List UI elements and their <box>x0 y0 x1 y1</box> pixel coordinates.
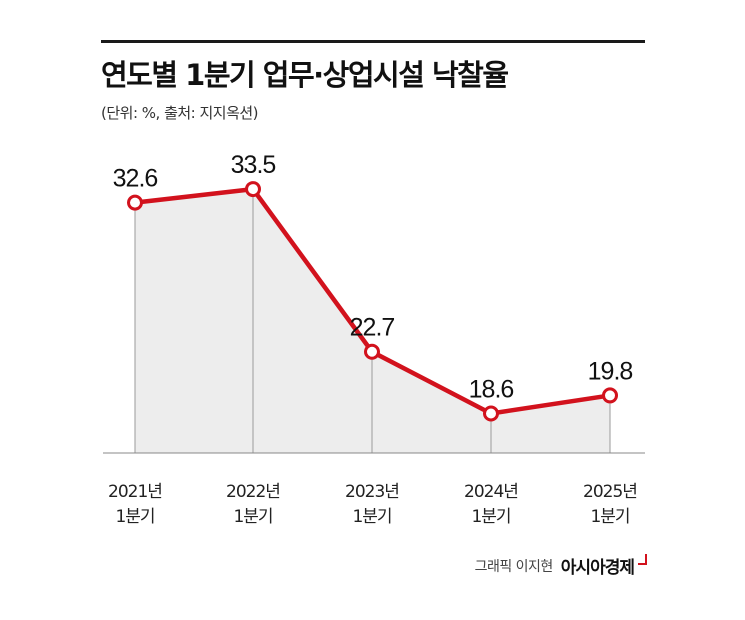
x-tick-label: 2023년 <box>345 482 399 502</box>
publisher-logo: 아시아경제 <box>560 558 635 578</box>
x-tick-label: 1분기 <box>471 507 510 527</box>
data-point <box>364 343 380 360</box>
x-tick-label: 2022년 <box>226 482 280 502</box>
data-point <box>127 194 143 211</box>
x-tick-labels: 2021년 1분기 2022년 1분기 2023년 1분기 2024년 1분기 2025년 1분기 <box>108 482 638 527</box>
x-tick-label: 2024년 <box>464 482 518 502</box>
x-tick-label: 2021년 <box>108 482 162 502</box>
area-segment <box>253 189 372 453</box>
x-tick-label: 1분기 <box>233 507 272 527</box>
data-point <box>602 387 618 404</box>
x-tick-label: 1분기 <box>115 507 154 527</box>
logo-mark-icon <box>638 554 647 565</box>
value-label: 18.6 <box>469 375 514 403</box>
area-segment <box>372 351 491 453</box>
x-tick-label: 1분기 <box>352 507 391 527</box>
footer: 그래픽 이지현 아시아경제 <box>475 553 647 578</box>
x-tick-label: 2025년 <box>583 482 637 502</box>
data-point <box>483 405 499 422</box>
value-label: 22.7 <box>350 314 395 342</box>
drop-lines <box>134 189 611 453</box>
value-labels: 32.6 33.5 22.7 18.6 19.8 <box>113 151 634 403</box>
data-point <box>245 181 261 198</box>
graphic-credit: 그래픽 이지현 <box>474 558 554 575</box>
area-segment <box>135 189 253 453</box>
chart-subtitle: (단위: %, 출처: 지지옥션) <box>101 104 259 122</box>
chart-title: 연도별 1분기 업무·상업시설 낙찰율 <box>101 58 509 92</box>
top-rule <box>101 40 645 43</box>
value-label: 33.5 <box>231 151 276 179</box>
value-label: 32.6 <box>113 165 158 193</box>
value-label: 19.8 <box>588 357 633 385</box>
x-tick-label: 1분기 <box>590 507 629 527</box>
data-markers <box>127 181 618 422</box>
